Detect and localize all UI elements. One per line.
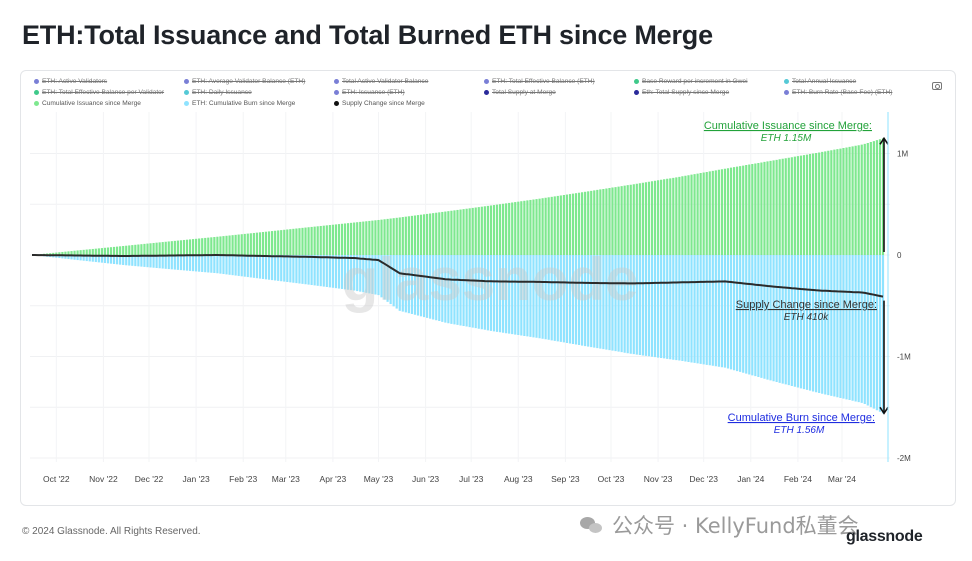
- legend-dot-icon: [634, 79, 639, 84]
- legend-dot-icon: [184, 79, 189, 84]
- legend-item[interactable]: ETH: Cumulative Burn since Merge: [184, 100, 295, 107]
- legend-dot-icon: [184, 90, 189, 95]
- x-tick-label: Jan '24: [737, 474, 764, 484]
- legend-dot-icon: [334, 101, 339, 106]
- y-tick-label: -2M: [897, 454, 911, 463]
- legend-item[interactable]: Total Supply at Merge: [484, 89, 556, 96]
- legend-dot-icon: [784, 79, 789, 84]
- legend-item[interactable]: ETH: Active Validators: [34, 78, 107, 85]
- x-tick-label: Jan '23: [183, 474, 210, 484]
- burn-bars: [33, 255, 885, 414]
- x-tick-label: Oct '23: [598, 474, 625, 484]
- x-tick-label: Dec '22: [135, 474, 164, 484]
- legend-item[interactable]: ETH: Issuance (ETH): [334, 89, 405, 96]
- x-tick-label: Jun '23: [412, 474, 439, 484]
- x-tick-label: May '23: [364, 474, 394, 484]
- legend-label: Eth: Total Supply since Merge: [642, 89, 730, 96]
- y-tick-label: 1M: [897, 150, 908, 159]
- issuance-annotation-value: ETH 1.15M: [761, 133, 812, 144]
- supply-annotation-label: Supply Change since Merge:: [736, 299, 877, 311]
- legend-label: ETH: Active Validators: [42, 78, 108, 85]
- legend-dot-icon: [34, 90, 39, 95]
- legend-label: Total Active Validator Balance: [342, 78, 429, 85]
- legend-dot-icon: [634, 90, 639, 95]
- burn-annotation-label: Cumulative Burn since Merge:: [728, 412, 875, 424]
- x-tick-label: Nov '23: [644, 474, 673, 484]
- x-tick-label: Apr '23: [320, 474, 347, 484]
- legend-dot-icon: [484, 79, 489, 84]
- x-axis-ticks: Oct '22 Nov '22 Dec '22 Jan '23 Feb '23 Mar '…: [43, 474, 856, 484]
- x-tick-label: Feb '24: [784, 474, 812, 484]
- legend-label: Total Supply at Merge: [492, 89, 556, 96]
- legend-dot-icon: [784, 90, 789, 95]
- legend-dot-icon: [484, 90, 489, 95]
- chart-legend: ETH: Active Validators ETH: Average Valid…: [30, 78, 900, 114]
- x-tick-label: Jul '23: [459, 474, 484, 484]
- legend-item[interactable]: ETH: Daily Issuance: [184, 89, 252, 96]
- burn-annotation-value: ETH 1.56M: [774, 425, 825, 436]
- issuance-bars: [33, 138, 885, 255]
- legend-item[interactable]: Eth: Total Supply since Merge: [634, 89, 729, 96]
- x-tick-label: Dec '23: [689, 474, 718, 484]
- legend-item[interactable]: Cumulative Issuance since Merge: [34, 100, 141, 107]
- legend-item[interactable]: Supply Change since Merge: [334, 100, 425, 107]
- wechat-watermark: 公众号 · KellyFund私董会: [580, 510, 859, 540]
- legend-label: Cumulative Issuance since Merge: [42, 100, 141, 107]
- supply-annotation-value: ETH 410k: [784, 312, 829, 323]
- x-tick-label: Mar '24: [828, 474, 856, 484]
- legend-item[interactable]: ETH: Average Validator Balance (ETH): [184, 78, 305, 85]
- x-tick-label: Mar '23: [272, 474, 300, 484]
- legend-label: ETH: Total Effective Balance (ETH): [492, 78, 595, 85]
- legend-label: ETH: Cumulative Burn since Merge: [192, 100, 296, 107]
- legend-item[interactable]: ETH: Burn Rate (Base Fee) (ETH): [784, 89, 892, 96]
- supply-change-line: [32, 254, 884, 298]
- x-tick-label: Feb '23: [229, 474, 257, 484]
- legend-label: ETH: Daily Issuance: [192, 89, 252, 96]
- legend-item[interactable]: ETH: Total Effective Balance per Validat…: [34, 89, 164, 96]
- watermark: glassnode: [342, 246, 639, 313]
- issuance-annotation-label: Cumulative Issuance since Merge:: [704, 120, 872, 132]
- y-tick-label: -1M: [897, 353, 911, 362]
- legend-item[interactable]: Total Annual Issuance: [784, 78, 856, 85]
- legend-dot-icon: [34, 101, 39, 106]
- y-axis-ticks: 1M 0 -1M -2M: [897, 150, 911, 464]
- legend-item[interactable]: Base Reward per increment in Gwei: [634, 78, 748, 85]
- legend-dot-icon: [34, 79, 39, 84]
- legend-label: ETH: Issuance (ETH): [342, 89, 405, 96]
- wechat-icon: [580, 515, 604, 535]
- legend-label: ETH: Average Validator Balance (ETH): [192, 78, 306, 85]
- page-title: ETH:Total Issuance and Total Burned ETH …: [22, 20, 713, 50]
- x-tick-label: Aug '23: [504, 474, 533, 484]
- x-tick-label: Nov '22: [89, 474, 118, 484]
- legend-item[interactable]: ETH: Total Effective Balance (ETH): [484, 78, 595, 85]
- legend-item[interactable]: Total Active Validator Balance: [334, 78, 428, 85]
- legend-label: Total Annual Issuance: [792, 78, 857, 85]
- legend-label: ETH: Burn Rate (Base Fee) (ETH): [792, 89, 893, 96]
- issuance-arrow-head: [879, 136, 889, 145]
- legend-label: Base Reward per increment in Gwei: [642, 78, 748, 85]
- legend-label: ETH: Total Effective Balance per Validat…: [42, 89, 165, 96]
- x-tick-label: Sep '23: [551, 474, 580, 484]
- burn-arrow-head: [879, 406, 889, 415]
- camera-icon[interactable]: [932, 82, 942, 90]
- y-tick-label: 0: [897, 251, 902, 260]
- legend-dot-icon: [184, 101, 189, 106]
- copyright-text: © 2024 Glassnode. All Rights Reserved.: [22, 526, 201, 537]
- legend-label: Supply Change since Merge: [342, 100, 425, 107]
- legend-dot-icon: [334, 90, 339, 95]
- x-tick-label: Oct '22: [43, 474, 70, 484]
- wechat-watermark-text: 公众号 · KellyFund私董会: [612, 514, 859, 538]
- legend-dot-icon: [334, 79, 339, 84]
- glassnode-logo: glassnode: [846, 528, 923, 545]
